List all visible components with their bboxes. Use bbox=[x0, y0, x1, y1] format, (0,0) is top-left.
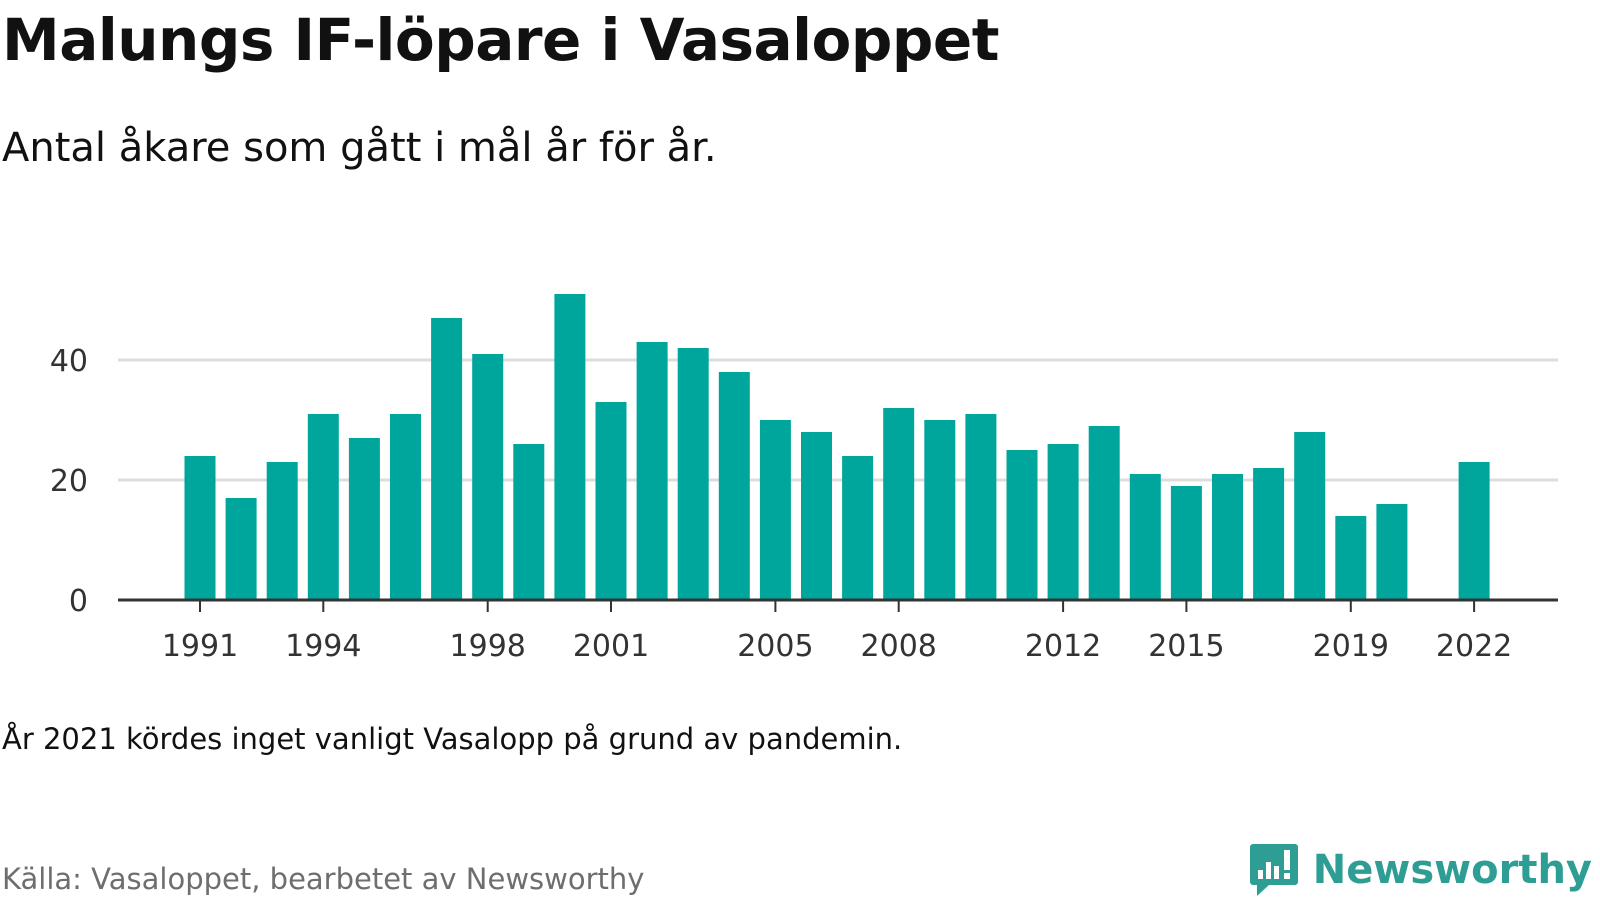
bar-1995 bbox=[348, 438, 380, 600]
x-tick-label-1998: 1998 bbox=[450, 629, 526, 664]
bar-2005 bbox=[759, 420, 791, 600]
x-tick-label-2022: 2022 bbox=[1436, 629, 1512, 664]
bar-2018 bbox=[1294, 432, 1326, 600]
bar-1997 bbox=[431, 318, 463, 600]
chart-note: År 2021 kördes inget vanligt Vasalopp på… bbox=[2, 722, 903, 756]
bar-1991 bbox=[184, 456, 216, 600]
x-tick-label-2001: 2001 bbox=[573, 629, 649, 664]
brand-name: Newsworthy bbox=[1312, 847, 1592, 893]
x-tick-label-2008: 2008 bbox=[861, 629, 937, 664]
bar-1992 bbox=[225, 498, 257, 600]
bars bbox=[184, 294, 1490, 600]
bar-2002 bbox=[636, 342, 668, 600]
bar-2003 bbox=[677, 348, 709, 600]
bar-2013 bbox=[1088, 426, 1120, 600]
bar-2008 bbox=[883, 408, 915, 600]
bar-1998 bbox=[472, 354, 504, 600]
bar-2012 bbox=[1047, 444, 1079, 600]
bar-2019 bbox=[1335, 516, 1367, 600]
bar-2011 bbox=[1006, 450, 1038, 600]
bar-2016 bbox=[1212, 474, 1243, 600]
x-tick-label-2005: 2005 bbox=[737, 629, 813, 664]
bar-2000 bbox=[554, 294, 586, 600]
bar-2015 bbox=[1170, 486, 1202, 600]
chart-subtitle: Antal åkare som gått i mål år för år. bbox=[2, 125, 717, 171]
x-tick-label-2012: 2012 bbox=[1025, 629, 1101, 664]
axes: 0 20 40 1991 1994 1998 2001 2005 2008 2012 2015 201… bbox=[50, 344, 1558, 664]
x-tick-label-1994: 1994 bbox=[285, 629, 361, 664]
bar-chart: 0 20 40 1991 1994 1998 2001 2005 2008 2012 2015 201… bbox=[50, 294, 1558, 664]
bar-2004 bbox=[718, 372, 750, 600]
bar-1994 bbox=[307, 414, 339, 600]
bar-chart-speech-bubble-icon bbox=[1249, 844, 1298, 896]
bar-2001 bbox=[595, 402, 627, 600]
bar-2017 bbox=[1253, 468, 1285, 600]
bar-2009 bbox=[924, 420, 956, 600]
source-credit: Källa: Vasaloppet, bearbetet av Newswort… bbox=[2, 862, 645, 896]
x-tick-label-1991: 1991 bbox=[162, 629, 238, 664]
x-tick-label-2019: 2019 bbox=[1313, 629, 1389, 664]
bar-1999 bbox=[513, 444, 545, 600]
bar-2014 bbox=[1129, 474, 1161, 600]
y-tick-label-20: 20 bbox=[50, 464, 88, 499]
bar-2022 bbox=[1458, 462, 1490, 600]
bar-1993 bbox=[266, 462, 298, 600]
bar-1996 bbox=[390, 414, 421, 600]
bar-2006 bbox=[801, 432, 832, 600]
bar-2007 bbox=[842, 456, 874, 600]
brand-logo: Newsworthy bbox=[1249, 842, 1592, 898]
y-tick-label-40: 40 bbox=[50, 344, 88, 379]
bar-2020 bbox=[1376, 504, 1408, 600]
chart-title: Malungs IF-löpare i Vasaloppet bbox=[2, 6, 999, 74]
bar-2010 bbox=[965, 414, 997, 600]
x-tick-label-2015: 2015 bbox=[1148, 629, 1224, 664]
y-tick-label-0: 0 bbox=[69, 584, 88, 619]
